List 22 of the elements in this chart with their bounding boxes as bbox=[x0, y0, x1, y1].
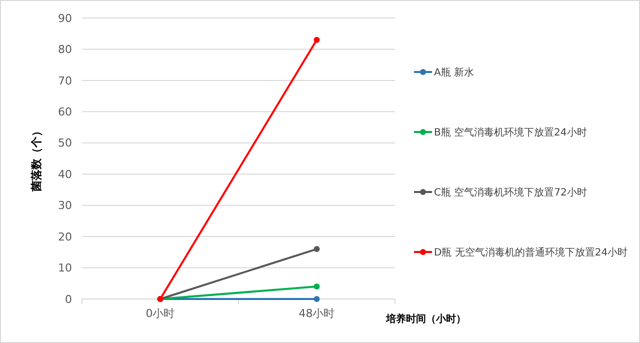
y-tick-label: 60 bbox=[58, 106, 72, 119]
point bbox=[314, 284, 320, 290]
point bbox=[314, 36, 320, 43]
x-axis-title: 培养时间（小时） bbox=[385, 313, 466, 325]
legend-label: B瓶 空气消毒机环境下放置24小时 bbox=[434, 126, 587, 138]
point bbox=[314, 246, 320, 252]
legend-label: C瓶 空气消毒机环境下放置72小时 bbox=[434, 186, 587, 198]
legend-label: D瓶 无空气消毒机的普通环境下放置24小时 bbox=[434, 246, 628, 258]
y-tick-label: 0 bbox=[65, 292, 72, 306]
y-tick-label: 20 bbox=[58, 230, 72, 244]
legend-label: A瓶 新水 bbox=[434, 66, 474, 78]
y-tick-label: 70 bbox=[58, 74, 72, 88]
y-tick-label: 10 bbox=[58, 262, 72, 275]
x-tick-label: 48小时 bbox=[298, 307, 335, 320]
y-tick-label: 40 bbox=[58, 168, 72, 181]
y-tick-label: 90 bbox=[58, 12, 72, 25]
x-tick-label: 0小时 bbox=[146, 307, 175, 320]
y-tick-label: 30 bbox=[58, 199, 72, 212]
y-axis-title: 菌落数（个） bbox=[30, 126, 43, 192]
point bbox=[314, 296, 320, 302]
y-tick-label: 50 bbox=[58, 136, 72, 150]
y-tick-label: 80 bbox=[58, 43, 72, 56]
